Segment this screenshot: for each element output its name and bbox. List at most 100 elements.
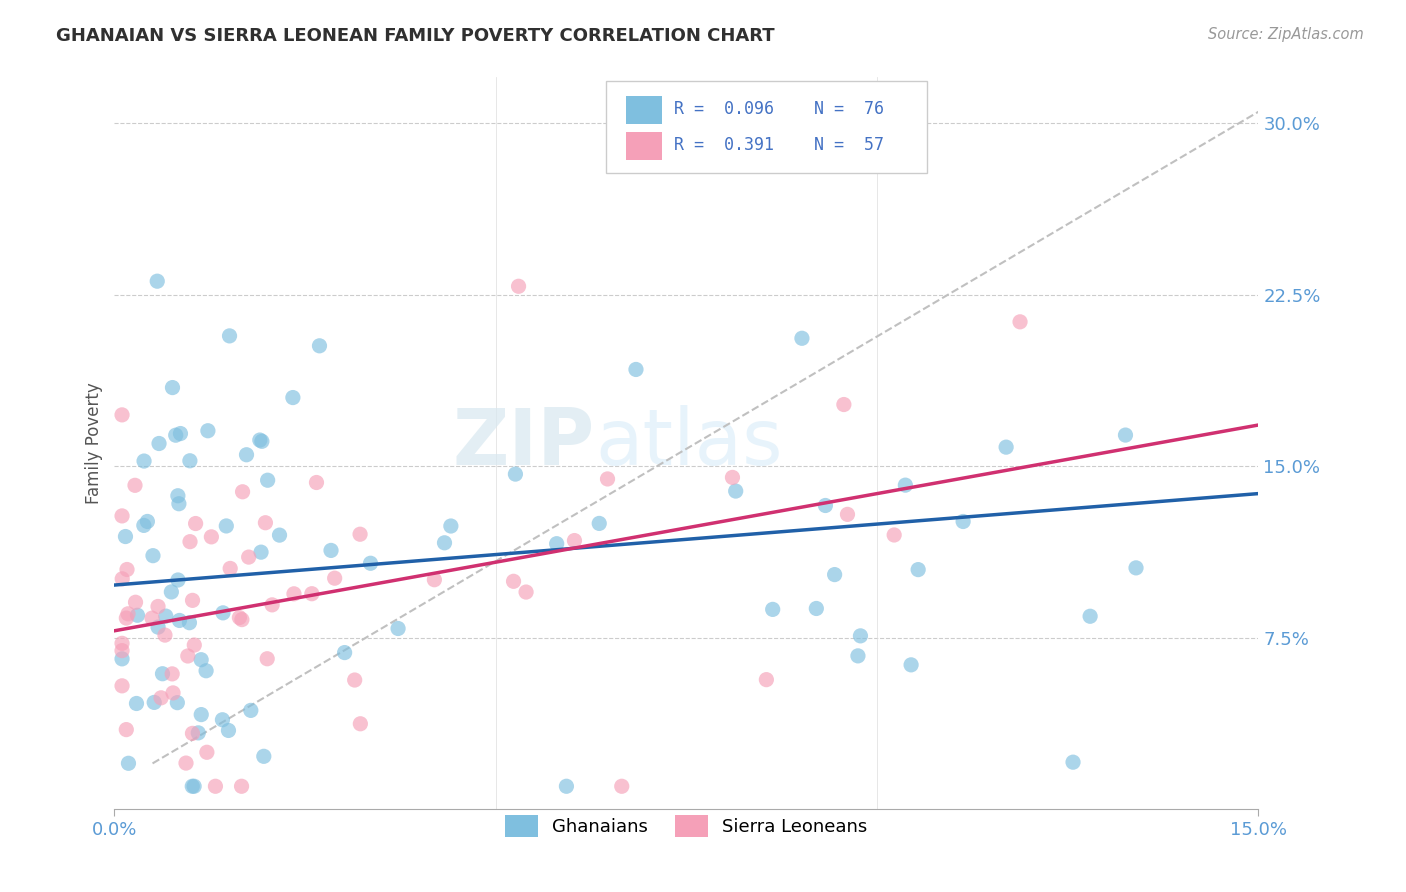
Point xyxy=(111,408,134,422)
Point xyxy=(111,643,134,657)
Point xyxy=(169,426,191,441)
Point xyxy=(283,587,305,601)
Point xyxy=(155,609,177,624)
Point xyxy=(125,697,148,711)
Point xyxy=(181,593,204,607)
Text: R =  0.096    N =  76: R = 0.096 N = 76 xyxy=(673,100,884,118)
Point xyxy=(169,614,191,628)
Point xyxy=(177,648,200,663)
Point xyxy=(183,638,205,652)
Point xyxy=(849,629,872,643)
Point xyxy=(555,779,578,793)
Point xyxy=(239,703,262,717)
Point xyxy=(952,515,974,529)
Point xyxy=(217,723,239,738)
Point xyxy=(610,779,633,793)
Point xyxy=(179,534,201,549)
Point xyxy=(515,585,537,599)
Point xyxy=(232,484,254,499)
Point xyxy=(508,279,530,293)
Point xyxy=(132,454,155,468)
Point xyxy=(349,527,371,541)
Point xyxy=(564,533,586,548)
Point xyxy=(995,440,1018,454)
Point xyxy=(146,274,169,288)
Point xyxy=(505,467,527,482)
Point xyxy=(305,475,328,490)
Point xyxy=(301,587,323,601)
Point xyxy=(262,598,284,612)
Point xyxy=(837,508,859,522)
Point xyxy=(111,679,134,693)
Point xyxy=(111,636,134,650)
Point xyxy=(179,615,201,630)
Point xyxy=(253,749,276,764)
Point xyxy=(195,745,218,759)
Point xyxy=(824,567,846,582)
Point xyxy=(111,652,134,666)
Point xyxy=(162,686,184,700)
Point xyxy=(143,695,166,709)
Point xyxy=(900,657,922,672)
Y-axis label: Family Poverty: Family Poverty xyxy=(86,383,103,504)
Point xyxy=(148,436,170,450)
Point xyxy=(114,529,136,543)
Point xyxy=(846,648,869,663)
Text: R =  0.391    N =  57: R = 0.391 N = 57 xyxy=(673,136,884,154)
Point xyxy=(1078,609,1101,624)
Point xyxy=(212,606,235,620)
Point xyxy=(197,424,219,438)
Point xyxy=(111,572,134,586)
Text: GHANAIAN VS SIERRA LEONEAN FAMILY POVERTY CORRELATION CHART: GHANAIAN VS SIERRA LEONEAN FAMILY POVERT… xyxy=(56,27,775,45)
Point xyxy=(1008,315,1031,329)
Point xyxy=(215,519,238,533)
Point xyxy=(269,528,291,542)
Point xyxy=(281,391,304,405)
Point xyxy=(502,574,524,589)
Point xyxy=(433,536,456,550)
Point xyxy=(724,484,747,499)
Point xyxy=(308,339,330,353)
Point xyxy=(165,428,187,442)
Point xyxy=(349,716,371,731)
Point xyxy=(235,448,257,462)
Point xyxy=(211,713,233,727)
Point xyxy=(624,362,647,376)
Point xyxy=(218,329,240,343)
Point xyxy=(219,561,242,575)
Point xyxy=(111,508,134,523)
Point xyxy=(1125,561,1147,575)
Point xyxy=(440,519,463,533)
Point xyxy=(333,646,356,660)
Point xyxy=(160,666,183,681)
Point xyxy=(907,563,929,577)
Point xyxy=(254,516,277,530)
Point xyxy=(167,489,190,503)
Point xyxy=(160,585,183,599)
Legend: Ghanaians, Sierra Leoneans: Ghanaians, Sierra Leoneans xyxy=(498,807,875,844)
Point xyxy=(187,726,209,740)
Text: ZIP: ZIP xyxy=(453,405,595,482)
Point xyxy=(195,664,218,678)
Point xyxy=(1114,428,1136,442)
Point xyxy=(184,516,207,531)
Point xyxy=(814,499,837,513)
Point xyxy=(256,652,278,666)
Point xyxy=(115,562,138,576)
Point xyxy=(249,433,271,447)
Text: atlas: atlas xyxy=(595,405,782,482)
Point xyxy=(790,331,813,345)
Point xyxy=(806,601,828,615)
Point xyxy=(181,726,204,740)
Point xyxy=(142,549,165,563)
Point xyxy=(323,571,346,585)
Point xyxy=(228,610,250,624)
Point xyxy=(231,613,253,627)
Point xyxy=(181,779,204,793)
Point xyxy=(136,515,159,529)
Point xyxy=(162,380,184,394)
Point xyxy=(150,690,173,705)
Point xyxy=(115,611,138,625)
Point xyxy=(755,673,778,687)
Point xyxy=(115,723,138,737)
